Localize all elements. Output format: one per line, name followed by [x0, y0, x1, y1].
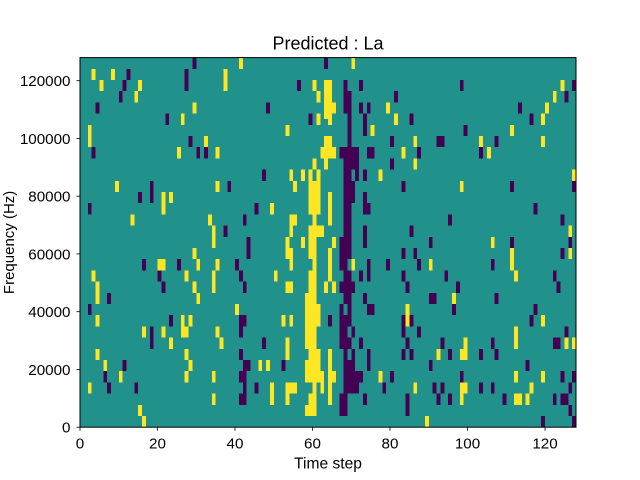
svg-text:Time step: Time step — [294, 456, 362, 473]
svg-text:120: 120 — [532, 436, 557, 453]
svg-text:80000: 80000 — [28, 189, 70, 206]
svg-text:Predicted : La: Predicted : La — [272, 33, 384, 53]
svg-text:40: 40 — [227, 436, 244, 453]
svg-text:20000: 20000 — [28, 362, 70, 379]
svg-text:80: 80 — [382, 436, 399, 453]
svg-text:Frequency (Hz): Frequency (Hz) — [1, 191, 18, 294]
svg-text:60: 60 — [304, 436, 321, 453]
svg-text:120000: 120000 — [20, 73, 71, 90]
svg-text:0: 0 — [62, 420, 70, 437]
svg-text:60000: 60000 — [28, 246, 70, 263]
svg-text:100000: 100000 — [20, 131, 71, 148]
svg-text:20: 20 — [149, 436, 166, 453]
svg-text:40000: 40000 — [28, 304, 70, 321]
svg-text:0: 0 — [76, 436, 84, 453]
svg-text:100: 100 — [455, 436, 480, 453]
